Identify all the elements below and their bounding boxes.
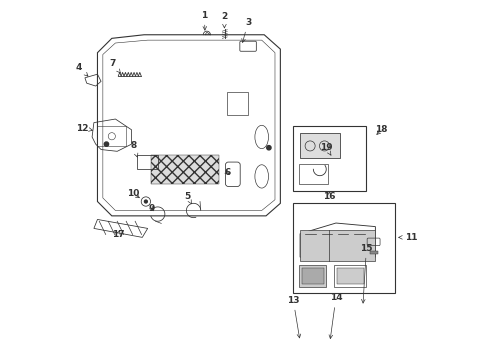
Text: 14: 14 [328,293,342,338]
Text: 19: 19 [319,143,332,155]
Circle shape [266,145,270,150]
Bar [336,267,363,284]
Text: 17: 17 [112,230,124,239]
Text: 15: 15 [360,244,372,303]
Text: 7: 7 [109,59,120,73]
Bar [300,134,339,158]
Text: 3: 3 [241,18,251,42]
Bar [300,230,375,261]
Text: 4: 4 [76,63,88,76]
Bar [299,164,327,184]
Bar [301,267,324,284]
Circle shape [143,199,148,204]
Text: 9: 9 [148,204,155,213]
Bar [292,203,394,293]
Bar [333,265,366,287]
Bar [369,251,377,253]
Text: 8: 8 [130,141,138,157]
Text: 12: 12 [76,123,92,132]
Bar [292,126,366,191]
Text: 5: 5 [183,192,191,204]
Bar [137,155,158,169]
Bar [299,265,325,287]
Bar [97,126,126,146]
Text: 13: 13 [286,296,300,338]
Text: 6: 6 [224,168,230,177]
Text: 1: 1 [201,10,207,30]
Bar [226,92,247,116]
Text: 18: 18 [374,125,387,134]
Polygon shape [151,155,219,184]
Text: 16: 16 [323,192,335,201]
Text: 11: 11 [398,233,417,242]
Text: 2: 2 [221,12,227,28]
Circle shape [104,142,108,146]
Text: 10: 10 [127,189,139,198]
